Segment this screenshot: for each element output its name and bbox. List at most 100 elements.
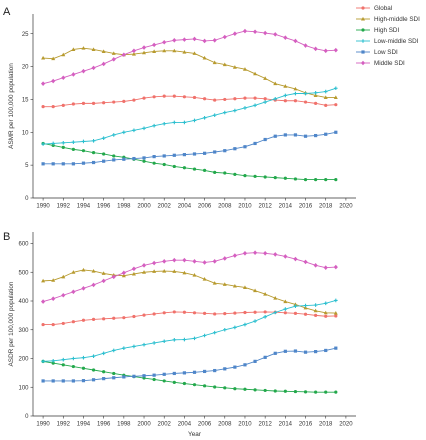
data-point-high-middle-sdi: [81, 46, 86, 50]
data-point-low-sdi: [233, 365, 237, 369]
data-point-middle-sdi: [91, 65, 96, 71]
data-point-middle-sdi: [71, 72, 76, 77]
data-point-high-sdi: [293, 177, 298, 181]
data-point-low-middle-sdi: [111, 133, 116, 137]
x-tick-label: 2004: [178, 204, 192, 210]
x-tick-label: 1990: [36, 204, 50, 210]
data-point-high-sdi: [314, 178, 318, 182]
data-point-global: [132, 314, 136, 319]
legend-key-marker: [361, 50, 365, 54]
data-point-high-middle-sdi: [232, 283, 237, 288]
data-point-global: [334, 103, 338, 107]
series-middle-sdi: [40, 250, 338, 304]
data-point-high-middle-sdi: [162, 48, 167, 53]
data-point-high-sdi: [162, 379, 166, 383]
data-point-middle-sdi: [222, 256, 227, 261]
data-point-middle-sdi: [141, 45, 147, 50]
data-point-low-sdi: [162, 154, 166, 158]
data-point-middle-sdi: [242, 250, 248, 256]
data-point-middle-sdi: [71, 289, 76, 295]
data-point-low-middle-sdi: [273, 310, 278, 315]
data-point-low-middle-sdi: [192, 336, 197, 341]
legend-label: High SDI: [374, 27, 399, 34]
data-point-low-sdi: [223, 367, 227, 371]
data-point-global: [314, 313, 318, 317]
data-point-low-middle-sdi: [253, 319, 257, 323]
data-point-global: [152, 95, 156, 99]
data-point-high-sdi: [334, 178, 338, 182]
x-tick-label: 2006: [198, 422, 212, 428]
x-tick-label: 1996: [97, 204, 111, 210]
data-point-low-middle-sdi: [122, 130, 126, 135]
data-point-global: [192, 311, 197, 315]
data-point-high-middle-sdi: [232, 65, 237, 69]
data-point-low-middle-sdi: [41, 359, 45, 364]
data-point-high-sdi: [273, 389, 277, 393]
data-point-global: [41, 105, 45, 109]
y-tick-label: 300: [18, 328, 29, 334]
y-tick-label: 600: [18, 242, 29, 248]
y-tick-label: 10: [22, 130, 29, 136]
data-point-high-sdi: [223, 171, 227, 175]
series-line-global: [43, 95, 336, 108]
data-point-low-middle-sdi: [111, 348, 116, 353]
x-tick-label: 2000: [137, 204, 151, 210]
data-point-high-middle-sdi: [263, 76, 268, 80]
data-point-high-middle-sdi: [41, 55, 46, 60]
data-point-middle-sdi: [313, 263, 318, 268]
data-point-low-sdi: [132, 374, 136, 378]
data-point-high-middle-sdi: [142, 50, 147, 55]
data-point-high-middle-sdi: [152, 49, 157, 53]
y-tick-label: 0: [25, 196, 29, 202]
x-tick-label: 2020: [339, 422, 353, 428]
series-low-sdi: [41, 346, 338, 383]
data-point-low-sdi: [71, 162, 75, 166]
data-point-low-sdi: [283, 349, 287, 353]
data-point-low-sdi: [112, 158, 116, 162]
data-point-global: [213, 312, 217, 316]
data-point-middle-sdi: [141, 263, 147, 268]
data-point-high-middle-sdi: [263, 292, 268, 296]
data-point-low-middle-sdi: [91, 354, 96, 358]
x-tick-label: 1998: [117, 204, 131, 210]
data-point-low-middle-sdi: [212, 113, 217, 117]
data-point-middle-sdi: [232, 253, 237, 258]
data-point-global: [162, 311, 166, 315]
x-tick-label: 1992: [57, 422, 71, 428]
data-point-low-sdi: [182, 371, 187, 375]
data-point-low-sdi: [51, 162, 55, 166]
data-point-middle-sdi: [192, 259, 197, 264]
data-point-high-sdi: [303, 178, 308, 182]
data-point-high-sdi: [253, 174, 257, 178]
data-point-middle-sdi: [232, 31, 237, 37]
data-point-high-sdi: [324, 178, 328, 182]
data-point-middle-sdi: [212, 37, 217, 43]
data-point-high-middle-sdi: [81, 267, 86, 272]
data-point-middle-sdi: [202, 260, 207, 265]
data-point-middle-sdi: [273, 32, 278, 37]
data-point-high-sdi: [71, 364, 75, 369]
legend-label: Low SDI: [374, 49, 398, 56]
data-point-low-middle-sdi: [51, 359, 55, 363]
data-point-high-sdi: [213, 170, 217, 174]
data-point-global: [263, 97, 267, 101]
data-point-low-sdi: [81, 379, 86, 383]
data-point-middle-sdi: [111, 57, 116, 62]
legend-item-low-middle-sdi: Low-middle SDI: [356, 38, 419, 45]
data-point-high-middle-sdi: [242, 67, 247, 71]
data-point-low-sdi: [71, 379, 75, 383]
data-point-high-middle-sdi: [172, 48, 177, 53]
data-point-low-sdi: [192, 152, 197, 156]
legend-key-marker: [360, 60, 366, 66]
data-point-middle-sdi: [40, 299, 46, 304]
data-point-global: [112, 316, 116, 320]
data-point-middle-sdi: [293, 256, 298, 262]
data-point-low-middle-sdi: [243, 106, 247, 110]
data-point-low-middle-sdi: [91, 139, 96, 143]
data-point-high-middle-sdi: [182, 50, 187, 54]
data-point-high-sdi: [81, 366, 86, 370]
series-line-high-middle-sdi: [43, 269, 336, 314]
data-point-global: [293, 99, 298, 103]
data-point-low-middle-sdi: [293, 91, 298, 96]
data-point-middle-sdi: [61, 292, 66, 298]
